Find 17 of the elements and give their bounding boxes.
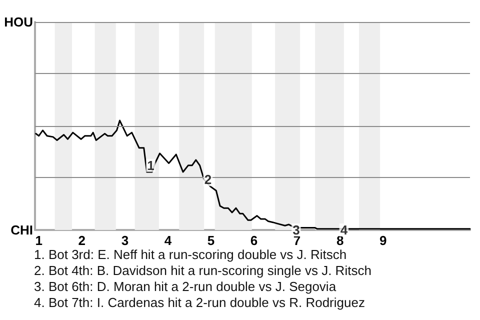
x-tick-label: 9 (379, 233, 387, 248)
text: 3. Bot 6th: D. Moran hit a 2-run double vs J. Segovia (34, 279, 337, 294)
x-tick-label: 1 (35, 233, 42, 248)
x-tick-label: 3 (121, 233, 129, 248)
x-tick-label: 4 (164, 233, 172, 248)
text: 2. Bot 4th: B. Davidson hit a run-scoring single vs J. Ritsch (34, 263, 372, 278)
text: 1. Bot 3rd: E. Neff hit a run-scoring double vs J. Ritsch (34, 247, 347, 262)
x-tick-label: 6 (250, 233, 258, 248)
x-tick-label: 5 (207, 233, 215, 248)
text: CHI (10, 222, 33, 238)
annotation: 1 (147, 158, 154, 173)
annotation: 2 (204, 172, 212, 188)
annotation: 3 (292, 222, 300, 238)
x-tick-label: 2 (78, 233, 86, 248)
text: HOU (4, 14, 33, 30)
annotation: 4 (340, 222, 348, 238)
text: 4. Bot 7th: I. Cardenas hit a 2-run double vs R. Rodriguez (34, 295, 365, 310)
